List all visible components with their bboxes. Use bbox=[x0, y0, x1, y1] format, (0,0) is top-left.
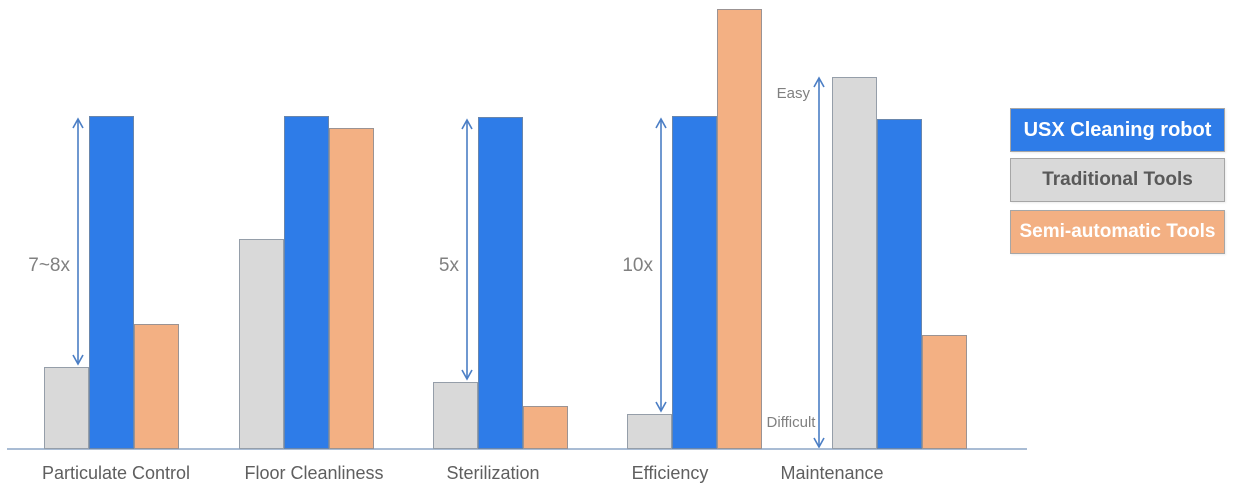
bar-traditional-tools-maintenance bbox=[832, 77, 877, 449]
category-label-maintenance: Maintenance bbox=[780, 463, 884, 483]
annotation-label-5x: 5x bbox=[438, 255, 459, 276]
legend-item-semi-automatic-tools: Semi-automatic Tools bbox=[1010, 210, 1225, 254]
range-arrow-sterilization bbox=[461, 118, 473, 381]
category-label-particulate-control: Particulate Control bbox=[41, 463, 191, 483]
legend-label-traditional-tools: Traditional Tools bbox=[1042, 169, 1193, 190]
difficult-label: Difficult bbox=[766, 414, 816, 431]
bar-semi-automatic-tools-particulate-control bbox=[134, 324, 179, 449]
legend-item-usx-cleaning-robot: USX Cleaning robot bbox=[1010, 108, 1225, 152]
legend-item-traditional-tools: Traditional Tools bbox=[1010, 158, 1225, 202]
bar-traditional-tools-efficiency bbox=[627, 414, 672, 449]
legend-label-usx-cleaning-robot: USX Cleaning robot bbox=[1023, 118, 1212, 141]
bar-traditional-tools-floor-cleanliness bbox=[239, 239, 284, 449]
easy-label: Easy bbox=[776, 85, 810, 102]
category-label-efficiency: Efficiency bbox=[631, 463, 709, 483]
bar-usx-cleaning-robot-floor-cleanliness bbox=[284, 116, 329, 449]
bar-semi-automatic-tools-efficiency bbox=[717, 9, 762, 449]
range-arrow-particulate-control bbox=[72, 117, 84, 366]
bar-traditional-tools-sterilization bbox=[433, 382, 478, 449]
range-arrow-efficiency bbox=[655, 117, 667, 413]
bar-semi-automatic-tools-floor-cleanliness bbox=[329, 128, 374, 449]
category-label-sterilization: Sterilization bbox=[446, 463, 540, 483]
annotation-label-7-8x: 7~8x bbox=[28, 255, 70, 276]
bar-semi-automatic-tools-maintenance bbox=[922, 335, 967, 449]
bar-usx-cleaning-robot-efficiency bbox=[672, 116, 717, 449]
bar-usx-cleaning-robot-maintenance bbox=[877, 119, 922, 449]
x-axis bbox=[7, 448, 1027, 450]
category-label-floor-cleanliness: Floor Cleanliness bbox=[244, 463, 384, 483]
legend-label-semi-automatic-tools: Semi-automatic Tools bbox=[1019, 221, 1216, 242]
easy-difficult-arrow bbox=[813, 76, 825, 449]
bar-usx-cleaning-robot-sterilization bbox=[478, 117, 523, 449]
annotation-label-10x: 10x bbox=[622, 255, 653, 276]
bar-semi-automatic-tools-sterilization bbox=[523, 406, 568, 449]
bar-usx-cleaning-robot-particulate-control bbox=[89, 116, 134, 449]
bar-traditional-tools-particulate-control bbox=[44, 367, 89, 449]
